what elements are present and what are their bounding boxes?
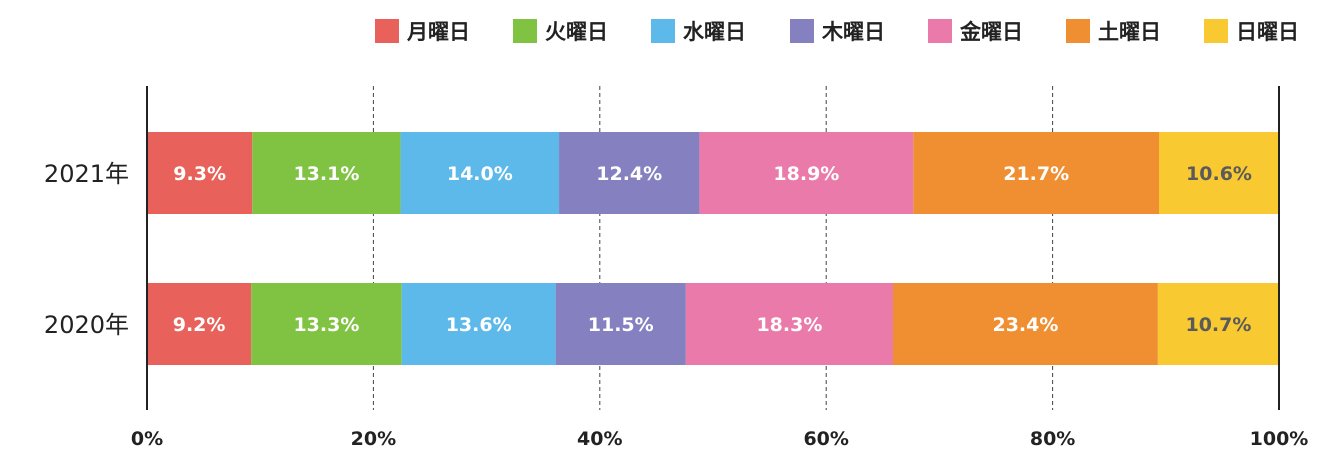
- legend-swatch: [1066, 19, 1090, 43]
- legend-swatch: [790, 19, 814, 43]
- bar-segment: [400, 132, 560, 214]
- x-tick-label: 20%: [351, 428, 396, 450]
- data-label: 18.3%: [756, 314, 822, 336]
- legend-label: 木曜日: [821, 20, 885, 44]
- bar-segment: [401, 283, 556, 365]
- category-label: 2020年: [44, 311, 129, 339]
- legend-item: 月曜日: [375, 19, 470, 44]
- x-tick-label: 100%: [1250, 428, 1309, 450]
- x-tick-label: 60%: [803, 428, 848, 450]
- legend-item: 金曜日: [928, 19, 1023, 44]
- x-tick-label: 40%: [577, 428, 622, 450]
- data-label: 13.6%: [446, 314, 512, 336]
- legend-swatch: [928, 19, 952, 43]
- axes: 2021年 2020年 0% 20% 40% 60% 80% 100%: [44, 86, 1308, 450]
- legend-swatch: [1204, 19, 1228, 43]
- data-label: 23.4%: [992, 314, 1058, 336]
- data-label: 14.0%: [447, 163, 513, 185]
- legend-label: 金曜日: [959, 20, 1023, 44]
- legend-item: 火曜日: [513, 19, 608, 44]
- data-label: 13.1%: [293, 163, 359, 185]
- data-label: 18.9%: [773, 163, 839, 185]
- legend-label: 月曜日: [406, 20, 470, 44]
- legend-item: 土曜日: [1066, 19, 1161, 44]
- bar-segment: [1157, 283, 1279, 365]
- bar-segment: [559, 132, 700, 214]
- legend-label: 水曜日: [683, 20, 746, 44]
- data-label: 11.5%: [588, 314, 654, 336]
- x-tick-label: 0%: [131, 428, 163, 450]
- legend-item: 日曜日: [1204, 19, 1299, 44]
- bar-segment: [685, 283, 893, 365]
- x-tick-label: 80%: [1030, 428, 1075, 450]
- data-label: 12.4%: [596, 163, 662, 185]
- data-label: 9.2%: [173, 314, 226, 336]
- data-label: 9.3%: [173, 163, 226, 185]
- bar-segment: [147, 283, 252, 365]
- legend-swatch: [513, 19, 537, 43]
- legend-item: 水曜日: [651, 19, 746, 44]
- legend-swatch: [375, 19, 399, 43]
- bar-segment: [1159, 132, 1279, 214]
- legend-label: 日曜日: [1236, 20, 1299, 44]
- legend: 月曜日 火曜日 水曜日 木曜日 金曜日 土曜日 日曜日: [375, 19, 1299, 44]
- bar-segment: [699, 132, 914, 214]
- data-label: 10.6%: [1186, 163, 1252, 185]
- bar-segment: [147, 132, 253, 214]
- bar-segment: [252, 132, 401, 214]
- bars: 9.3% 13.1% 14.0% 12.4% 18.9% 21.7% 10.6% 9.2% 13…: [147, 132, 1279, 365]
- legend-item: 木曜日: [790, 19, 885, 44]
- legend-label: 火曜日: [545, 20, 608, 44]
- bar-segment: [251, 283, 402, 365]
- data-label: 21.7%: [1003, 163, 1069, 185]
- data-label: 13.3%: [293, 314, 359, 336]
- data-label: 10.7%: [1185, 314, 1251, 336]
- bar-segment: [892, 283, 1158, 365]
- legend-label: 土曜日: [1098, 20, 1161, 44]
- bar-segment: [913, 132, 1160, 214]
- bar-segment: [555, 283, 686, 365]
- legend-swatch: [651, 19, 675, 43]
- category-label: 2021年: [44, 160, 129, 188]
